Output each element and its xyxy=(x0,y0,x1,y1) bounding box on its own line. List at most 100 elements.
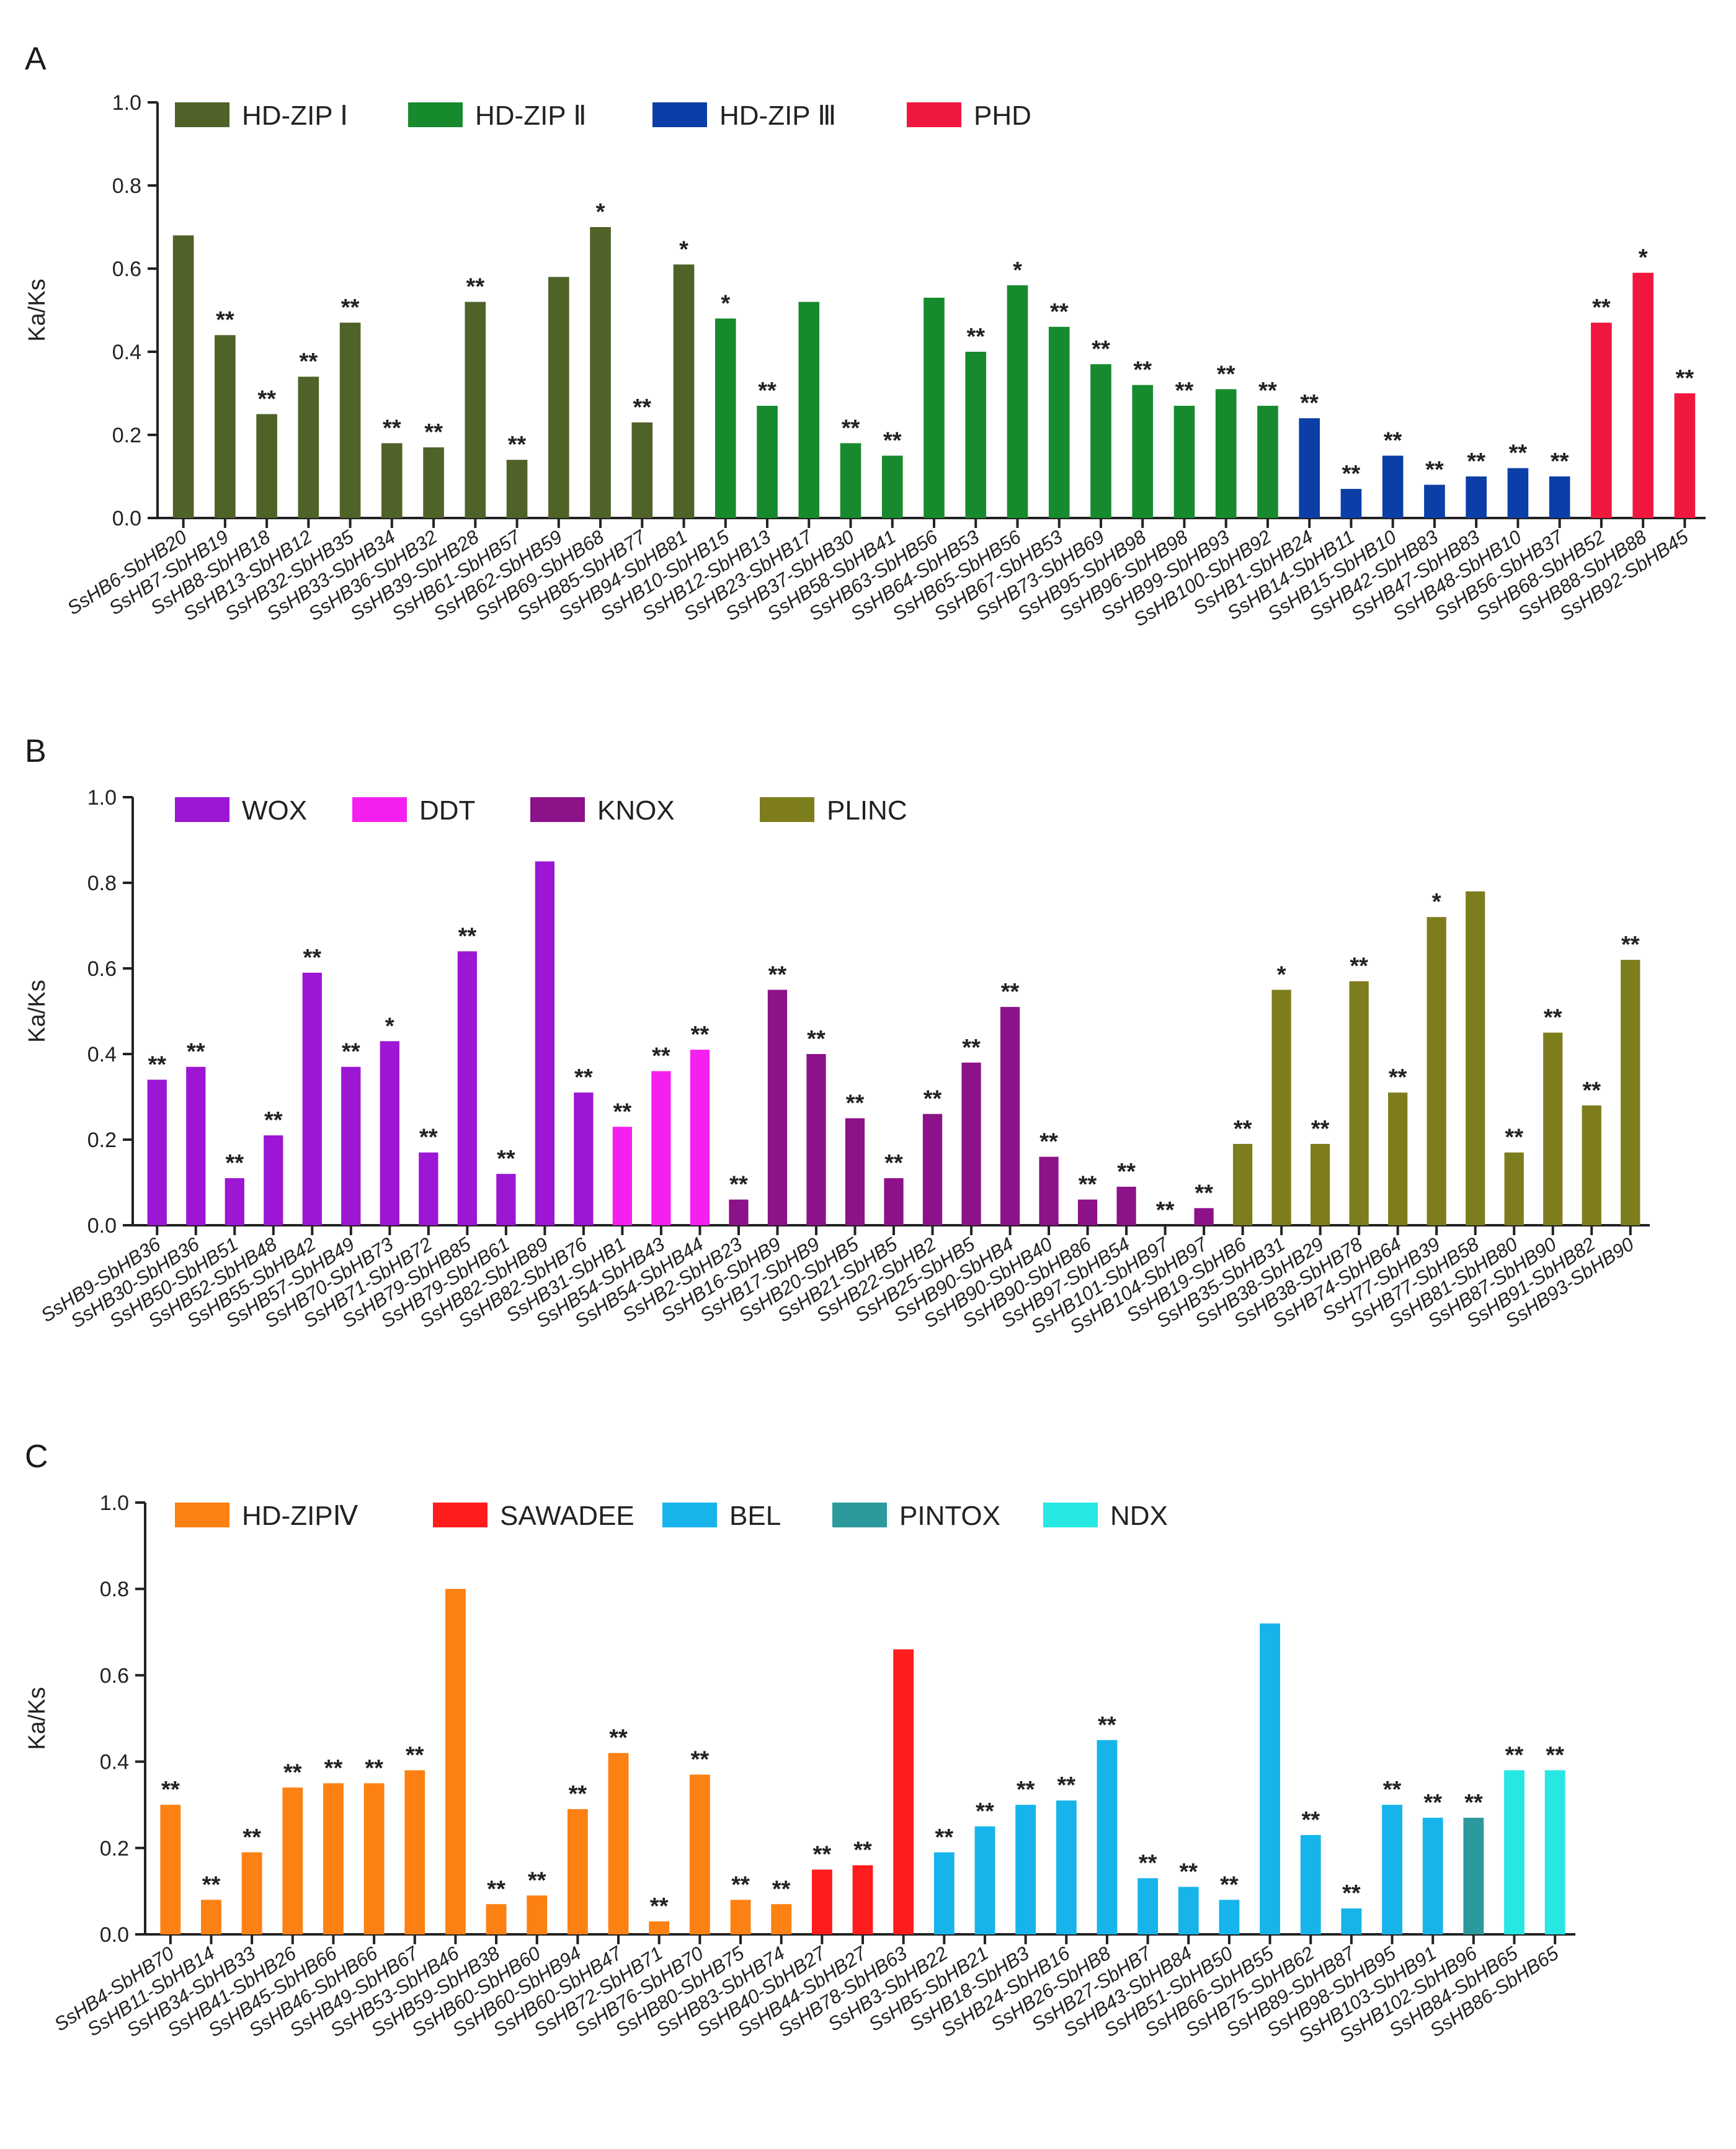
bar xyxy=(631,422,653,518)
bar xyxy=(1463,1818,1484,1934)
significance-label: ** xyxy=(613,1099,632,1125)
significance-label: * xyxy=(1432,889,1441,915)
bar xyxy=(1116,1186,1136,1225)
significance-label: ** xyxy=(202,1872,221,1898)
bar xyxy=(1271,990,1291,1225)
significance-label: ** xyxy=(772,1876,791,1902)
bar xyxy=(201,1900,221,1934)
legend-label: HD-ZIP Ⅲ xyxy=(719,101,836,131)
significance-label: ** xyxy=(424,419,443,445)
bar xyxy=(241,1852,262,1934)
significance-label: ** xyxy=(574,1065,593,1091)
significance-label: ** xyxy=(1258,378,1277,404)
chart-panel-a: A Ka/Ks 0.0 0.2 0.4 0.6 0.8 1.0 HD-ZIP Ⅰ HD-ZIP Ⅱ… xyxy=(24,41,1706,631)
significance-label: ** xyxy=(884,1150,903,1176)
bar xyxy=(651,1071,671,1225)
significance-label: ** xyxy=(508,432,527,458)
legend-label: WOX xyxy=(242,795,307,826)
legend-label: PINTOX xyxy=(899,1501,1000,1531)
y-tick-label: 1.0 xyxy=(100,1491,129,1515)
bar xyxy=(608,1753,629,1934)
y-tick-label: 0.0 xyxy=(100,1923,129,1947)
panel-letter: B xyxy=(25,733,47,769)
bar xyxy=(1382,1805,1402,1934)
significance-label: ** xyxy=(466,274,485,300)
significance-label: ** xyxy=(1467,449,1485,475)
bar xyxy=(881,455,903,518)
legend-swatch xyxy=(352,797,407,822)
significance-label: ** xyxy=(1139,1851,1157,1877)
significance-label: * xyxy=(679,236,688,262)
bar xyxy=(1382,455,1404,518)
bar xyxy=(445,1589,466,1934)
legend-swatch xyxy=(652,102,707,127)
bar xyxy=(302,972,322,1225)
bar xyxy=(1039,1156,1059,1225)
bar xyxy=(612,1127,633,1225)
bar xyxy=(649,1921,670,1934)
significance-label: ** xyxy=(1592,295,1611,321)
legend-label: BEL xyxy=(729,1501,781,1531)
bar xyxy=(924,297,945,518)
significance-label: ** xyxy=(1301,1807,1320,1833)
bar xyxy=(933,1852,955,1934)
y-tick-label: 0.8 xyxy=(112,174,141,198)
significance-label: ** xyxy=(1179,1859,1198,1885)
bar xyxy=(1621,960,1640,1225)
bar xyxy=(380,1041,399,1225)
bar xyxy=(1173,406,1195,518)
bar xyxy=(965,352,987,518)
bar xyxy=(1591,323,1612,518)
significance-label: ** xyxy=(652,1043,670,1070)
bar xyxy=(840,443,861,518)
legend-label: PHD xyxy=(974,101,1031,131)
legend-swatch xyxy=(408,102,463,127)
panel-letter: A xyxy=(25,41,47,77)
significance-label: ** xyxy=(283,1759,302,1785)
significance-label: ** xyxy=(1311,1116,1330,1142)
bar xyxy=(1504,1770,1525,1934)
bar xyxy=(548,277,569,518)
bar xyxy=(767,990,788,1225)
significance-label: ** xyxy=(497,1146,515,1172)
significance-label: ** xyxy=(883,428,902,454)
legend-swatch xyxy=(832,1503,887,1527)
bar xyxy=(186,1066,206,1225)
legend-label: KNOX xyxy=(597,795,675,826)
bar xyxy=(298,377,319,518)
legend-swatch xyxy=(175,102,229,127)
bar xyxy=(225,1178,244,1225)
significance-label: ** xyxy=(1621,932,1640,958)
legend-swatch xyxy=(175,797,229,822)
bar xyxy=(922,1114,943,1225)
bar xyxy=(1000,1007,1020,1225)
significance-label: ** xyxy=(1676,365,1694,391)
bar xyxy=(160,1805,181,1934)
y-axis-label: Ka/Ks xyxy=(24,1687,50,1749)
significance-label: ** xyxy=(1234,1116,1252,1142)
bar xyxy=(690,1050,710,1225)
chart-panel-c: C Ka/Ks 0.0 0.2 0.4 0.6 0.8 1.0 HD-ZIPⅣ SAWADEE BE… xyxy=(24,1439,1575,2047)
significance-label: * xyxy=(1013,257,1022,284)
significance-label: ** xyxy=(650,1893,669,1919)
bar xyxy=(1466,891,1485,1225)
y-tick-label: 0.0 xyxy=(87,1214,117,1238)
bar xyxy=(1422,1818,1443,1934)
significance-label: ** xyxy=(1175,378,1194,404)
significance-label: ** xyxy=(1546,1743,1564,1769)
bar xyxy=(147,1079,167,1225)
significance-label: ** xyxy=(216,307,234,333)
bar xyxy=(884,1178,904,1225)
bar xyxy=(798,302,820,518)
significance-label: ** xyxy=(1195,1180,1213,1206)
bar xyxy=(1340,489,1362,518)
significance-label: ** xyxy=(1383,1777,1402,1803)
y-axis-label: Ka/Ks xyxy=(24,279,50,341)
significance-label: ** xyxy=(365,1755,383,1781)
bar xyxy=(215,335,236,518)
y-tick-label: 0.6 xyxy=(87,957,117,981)
bar xyxy=(282,1787,303,1934)
bar xyxy=(1549,476,1570,518)
legend-label: NDX xyxy=(1110,1501,1168,1531)
y-tick-label: 0.4 xyxy=(112,341,141,364)
